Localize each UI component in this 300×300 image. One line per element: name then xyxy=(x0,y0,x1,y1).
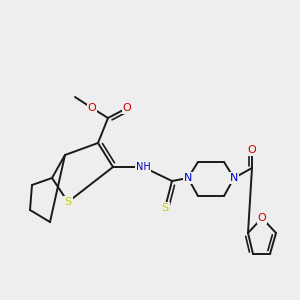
Text: S: S xyxy=(64,197,72,207)
Text: O: O xyxy=(88,103,96,113)
Text: S: S xyxy=(161,203,169,213)
Text: N: N xyxy=(230,173,238,183)
Text: NH: NH xyxy=(136,162,150,172)
Text: N: N xyxy=(184,173,192,183)
Text: O: O xyxy=(248,145,256,155)
Text: O: O xyxy=(258,213,266,223)
Text: O: O xyxy=(123,103,131,113)
